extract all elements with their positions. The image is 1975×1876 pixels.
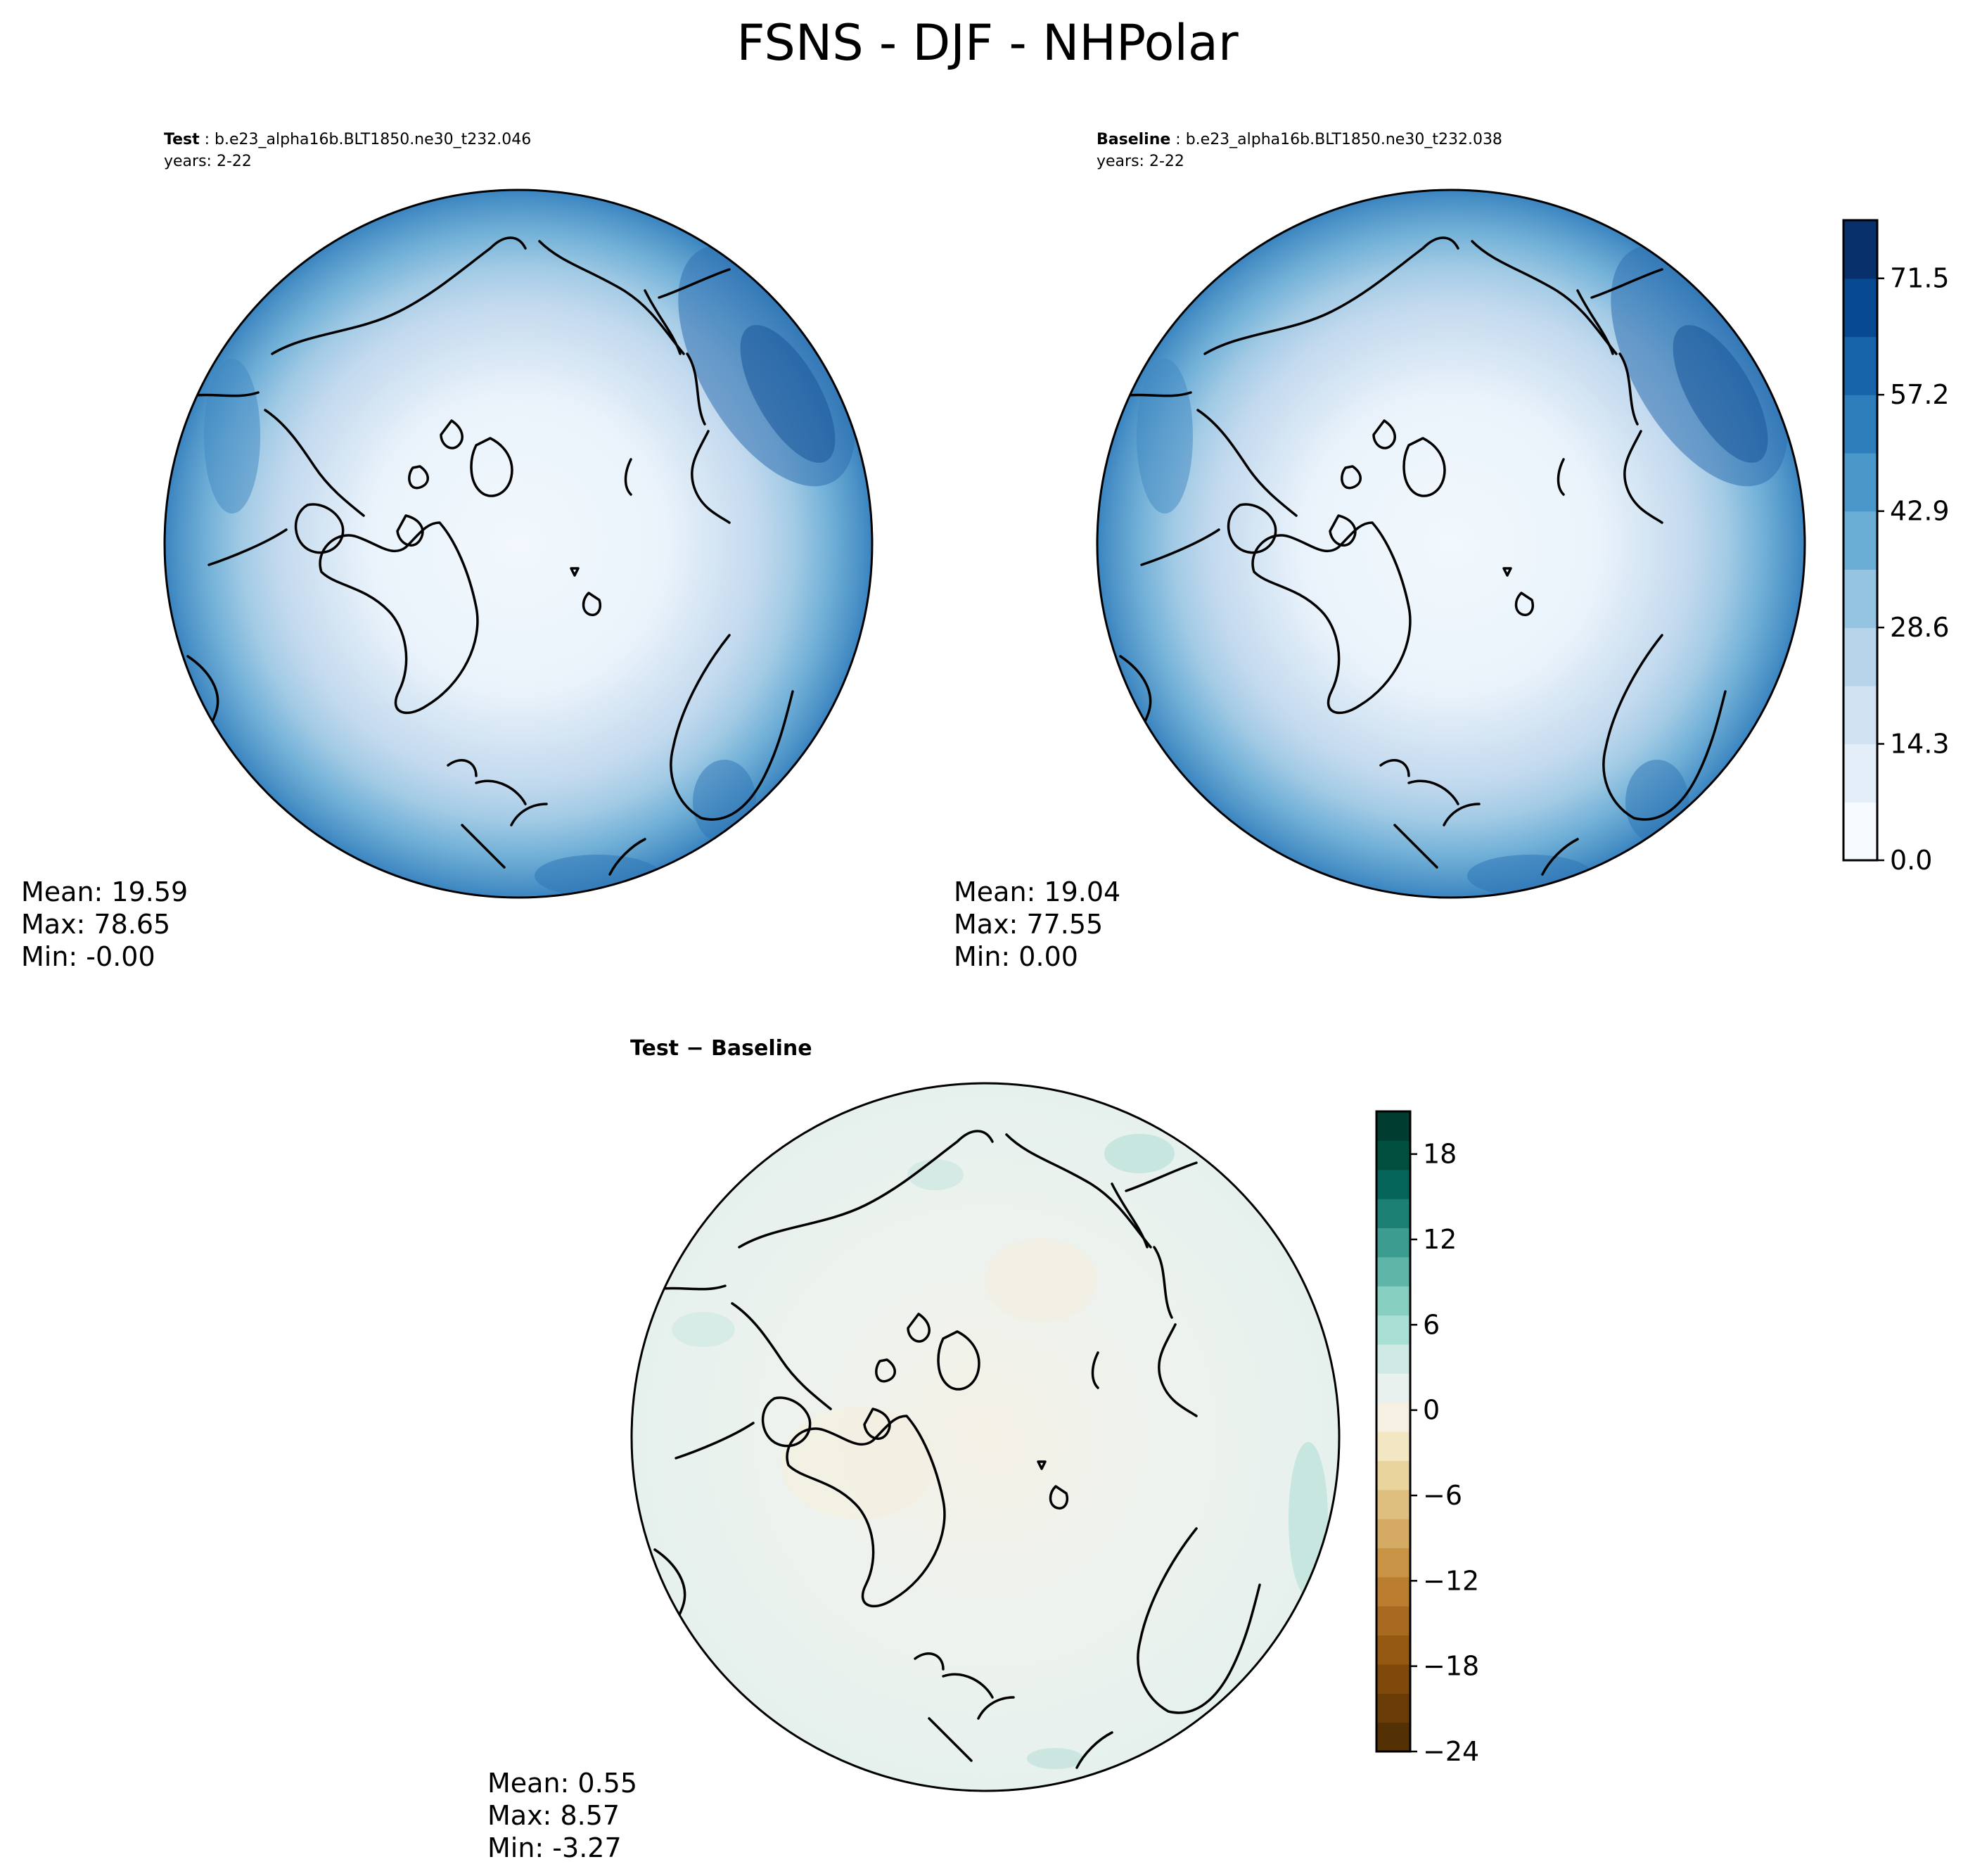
baseline-panel: Baseline : b.e23_alpha16b.BLT1850.ne30_t… [954, 131, 1806, 972]
diff-colorbar-color-segment [1376, 1344, 1410, 1374]
test-max: Max: 78.65 [21, 909, 170, 940]
diff-max: Max: 8.57 [487, 1800, 620, 1831]
main-colorbar-color-segment [1843, 452, 1877, 512]
baseline-max: Max: 77.55 [954, 909, 1103, 940]
test-min: Min: -0.00 [21, 941, 155, 972]
main-colorbar-outline [1842, 219, 1879, 862]
main-colorbar-tick-label: 14.3 [1890, 729, 1950, 760]
baseline-mean: Mean: 19.04 [954, 876, 1120, 907]
main-colorbar-color-segment [1843, 278, 1877, 338]
baseline-map [1096, 189, 1806, 899]
diff-colorbar-color-segment [1376, 1402, 1410, 1432]
diff-colorbar-color-segment [1376, 1227, 1410, 1258]
diff-colorbar-color-segment [1376, 1111, 1410, 1141]
diff-map [630, 1082, 1341, 1792]
diff-panel-label: Test − Baseline [630, 1036, 812, 1061]
diff-colorbar-color-segment [1376, 1664, 1410, 1694]
figure-title: FSNS - DJF - NHPolar [736, 14, 1238, 72]
main-colorbar-color-segment [1843, 511, 1877, 570]
main-colorbar: 71.5 57.2 42.9 28.6 14.3 0.0 [1842, 219, 1950, 876]
test-panel-label: Test : b.e23_alpha16b.BLT1850.ne30_t232.… [164, 131, 531, 148]
baseline-years-label: years: 2-22 [1097, 153, 1184, 170]
diff-colorbar-color-segment [1376, 1199, 1410, 1229]
diff-colorbar-tick-label: −18 [1423, 1651, 1479, 1682]
diff-colorbar-tick-label: −24 [1423, 1736, 1479, 1767]
diff-colorbar-color-segment [1376, 1256, 1410, 1287]
diff-colorbar-tick-label: −12 [1423, 1565, 1479, 1596]
main-colorbar-color-segment [1843, 744, 1877, 803]
diff-mean: Mean: 0.55 [487, 1768, 637, 1799]
main-colorbar-color-segment [1843, 569, 1877, 628]
diff-colorbar-color-segment [1376, 1286, 1410, 1316]
main-colorbar-tick-label: 57.2 [1890, 379, 1950, 410]
test-mean: Mean: 19.59 [21, 876, 188, 907]
main-colorbar-color-segment [1843, 395, 1877, 454]
diff-colorbar-tick-label: 0 [1423, 1395, 1440, 1426]
test-panel: Test : b.e23_alpha16b.BLT1850.ne30_t232.… [21, 131, 874, 972]
diff-colorbar-color-segment [1376, 1606, 1410, 1636]
diff-colorbar-color-segment [1376, 1169, 1410, 1199]
baseline-min: Min: 0.00 [954, 941, 1078, 972]
main-colorbar-color-segment [1843, 336, 1877, 395]
diff-colorbar-color-segment [1376, 1373, 1410, 1403]
main-colorbar-color-segment [1843, 627, 1877, 687]
main-colorbar-tick-label: 28.6 [1890, 612, 1950, 643]
test-label-case: : b.e23_alpha16b.BLT1850.ne30_t232.046 [200, 131, 532, 148]
test-years-label: years: 2-22 [164, 153, 252, 170]
main-colorbar-tick-label: 42.9 [1890, 496, 1950, 527]
diff-colorbar-tick-label: 6 [1423, 1309, 1440, 1340]
test-map [163, 189, 874, 899]
diff-colorbar-color-segment [1376, 1576, 1410, 1607]
main-colorbar-color-segment [1843, 220, 1877, 279]
main-colorbar-tick-label: 71.5 [1890, 263, 1950, 294]
baseline-panel-label: Baseline : b.e23_alpha16b.BLT1850.ne30_t… [1097, 131, 1502, 148]
diff-colorbar-color-segment [1376, 1548, 1410, 1578]
diff-colorbar-color-segment [1376, 1635, 1410, 1665]
diff-colorbar-color-segment [1376, 1693, 1410, 1723]
diff-colorbar-color-segment [1376, 1519, 1410, 1549]
diff-colorbar-tick-label: 18 [1423, 1139, 1457, 1170]
baseline-label-case: : b.e23_alpha16b.BLT1850.ne30_t232.038 [1170, 131, 1502, 148]
diff-colorbar-color-segment [1376, 1140, 1410, 1170]
diff-colorbar-color-segment [1376, 1431, 1410, 1461]
diff-colorbar-color-segment [1376, 1315, 1410, 1345]
test-label-bold: Test [164, 131, 200, 148]
baseline-label-bold: Baseline [1097, 131, 1170, 148]
diff-colorbar-color-segment [1376, 1489, 1410, 1519]
main-colorbar-color-segment [1843, 685, 1877, 745]
main-colorbar-color-segment [1843, 802, 1877, 861]
diff-colorbar-color-segment [1376, 1722, 1410, 1752]
diff-panel: Test − Baseline Mean: 0.55 Max: 8.57 Min… [487, 1036, 1341, 1863]
main-colorbar-tick-label: 0.0 [1890, 845, 1932, 876]
diff-colorbar-color-segment [1376, 1460, 1410, 1491]
diff-colorbar-tick-label: 12 [1423, 1224, 1457, 1255]
diff-colorbar: 18 12 6 0 −6 −12 −18 −24 [1375, 1110, 1479, 1767]
diff-colorbar-tick-label: −6 [1423, 1480, 1462, 1511]
diff-colorbar-outline [1375, 1110, 1412, 1753]
diff-min: Min: -3.27 [487, 1832, 622, 1863]
